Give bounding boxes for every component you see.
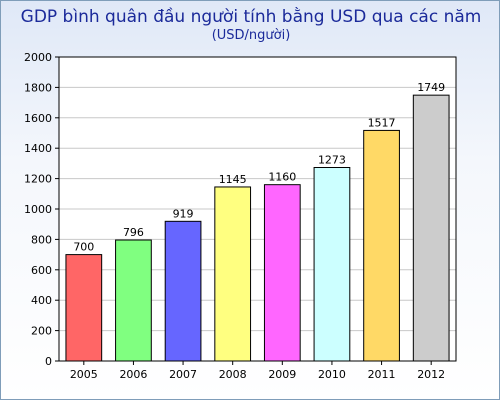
y-tick-label: 1200 <box>24 173 52 186</box>
bar-2007 <box>164 220 202 362</box>
bar-2010 <box>313 167 351 362</box>
y-tick-label: 1600 <box>24 112 52 125</box>
plot-border <box>58 56 457 362</box>
bar-2012 <box>412 94 450 362</box>
data-label-2006: 796 <box>123 226 144 239</box>
x-tick-label-2008: 2008 <box>219 368 247 381</box>
x-tick-label-2006: 2006 <box>119 368 147 381</box>
data-label-2005: 700 <box>73 241 94 254</box>
data-label-2010: 1273 <box>318 154 346 167</box>
x-tick-label-2012: 2012 <box>417 368 445 381</box>
bar-2009 <box>263 184 301 362</box>
y-tick-label: 1000 <box>24 203 52 216</box>
chart-title: GDP bình quân đầu người tính bằng USD qu… <box>20 7 482 27</box>
bar-2008 <box>214 186 252 362</box>
x-tick-label-2007: 2007 <box>169 368 197 381</box>
y-tick-label: 200 <box>31 325 52 338</box>
data-label-2011: 1517 <box>368 116 396 129</box>
x-tick-label-2005: 2005 <box>70 368 98 381</box>
bar-2011 <box>363 129 400 362</box>
y-tick-label: 0 <box>45 355 52 368</box>
x-tick-label-2011: 2011 <box>368 368 396 381</box>
y-tick-label: 1400 <box>24 142 52 155</box>
data-label-2008: 1145 <box>219 173 247 186</box>
y-tick-label: 2000 <box>24 51 52 64</box>
data-label-2007: 919 <box>173 207 194 220</box>
bar-2005 <box>65 254 103 362</box>
data-label-2009: 1160 <box>268 171 296 184</box>
y-tick-label: 800 <box>31 233 52 246</box>
bar-2006 <box>115 239 152 362</box>
chart-subtitle: (USD/người) <box>211 28 291 43</box>
y-tick-label: 400 <box>31 294 52 307</box>
y-tick-label: 1800 <box>24 81 52 94</box>
x-tick-label-2010: 2010 <box>318 368 346 381</box>
y-tick-label: 600 <box>31 264 52 277</box>
x-tick-label-2009: 2009 <box>268 368 296 381</box>
data-label-2012: 1749 <box>417 81 445 94</box>
